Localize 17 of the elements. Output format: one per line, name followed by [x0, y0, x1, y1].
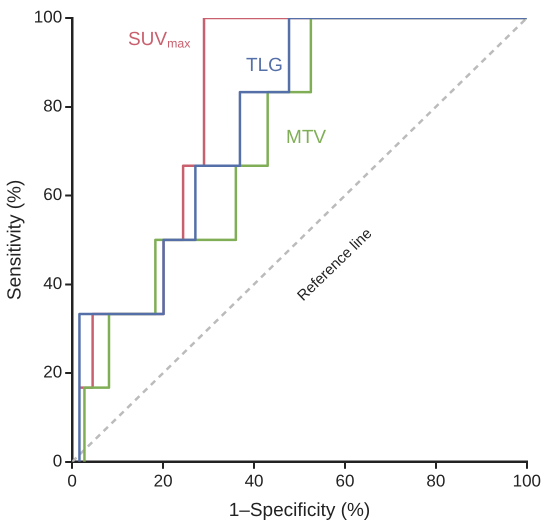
x-tick-label: 60 [335, 472, 354, 491]
x-tick-label: 80 [426, 472, 446, 491]
y-axis-title: Sensitivity (%) [4, 180, 26, 300]
y-tick-label: 60 [43, 185, 62, 204]
y-tick-label: 100 [34, 8, 62, 27]
x-tick-label: 0 [67, 472, 77, 491]
x-axis-title: 1–Specificity (%) [228, 500, 370, 521]
x-tick-label: 40 [244, 472, 264, 491]
x-tick-label: 100 [512, 472, 542, 491]
series-label: MTV [286, 127, 326, 148]
series-label: TLG [246, 55, 283, 76]
y-tick-label: 0 [52, 451, 62, 470]
y-tick-label: 20 [43, 362, 62, 382]
y-tick-label: 40 [43, 274, 62, 293]
series-label: SUVmax [128, 29, 192, 50]
x-tick-label: 20 [154, 472, 173, 491]
y-tick-label: 80 [43, 96, 62, 116]
